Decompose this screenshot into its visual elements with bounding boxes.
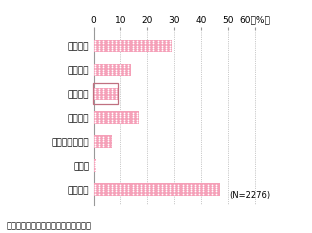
Bar [94, 64, 131, 76]
Bar [94, 159, 96, 172]
Bar [93, 83, 118, 104]
Text: 資料）　国土交通省事業者アンケート: 資料） 国土交通省事業者アンケート [6, 222, 91, 231]
Bar [94, 111, 139, 124]
Bar [94, 40, 172, 52]
Bar [94, 135, 112, 148]
Bar [94, 88, 118, 100]
Text: (N=2276): (N=2276) [229, 191, 270, 200]
Bar [94, 183, 220, 196]
